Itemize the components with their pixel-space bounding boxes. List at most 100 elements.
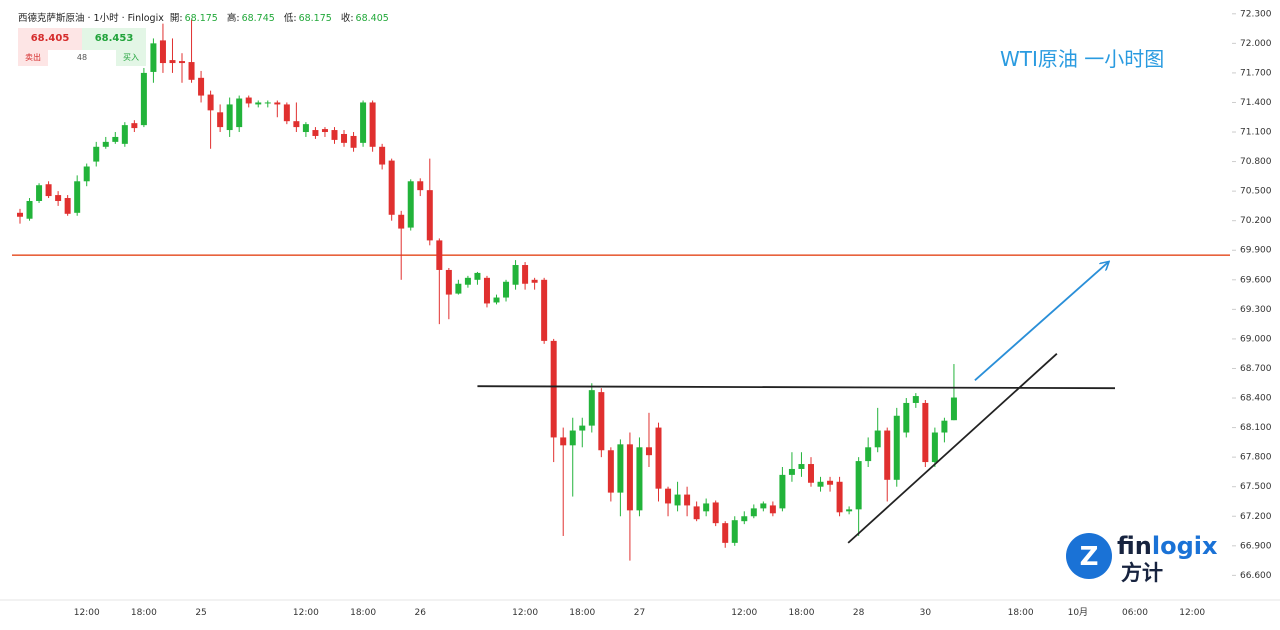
candle-body [45,184,52,197]
candle-body [150,43,157,72]
candle-body [931,432,938,463]
x-tick-label: 10月 [1068,607,1088,618]
candle-body [674,494,681,506]
buy-price[interactable]: 68.453 [82,28,146,50]
y-tick-label: 67.200 [1240,512,1272,522]
arrow [974,262,1108,381]
candle-body [321,129,328,133]
candle-body [255,102,262,105]
candle-body [226,104,233,131]
candle-body [836,481,843,513]
candle-body [417,181,424,191]
candle-body [598,392,605,451]
y-tick-label: 71.100 [1240,128,1272,138]
ohlc-label: 高: [226,13,240,24]
candle-body [807,464,814,483]
candle-body [131,123,138,129]
trend-line [847,353,1058,544]
y-tick-label: 72.300 [1240,9,1272,19]
candle-body [140,72,147,126]
candle-body [541,279,548,341]
candle-body [617,444,624,493]
sell-price[interactable]: 68.405 [18,28,82,50]
x-tick-label: 25 [195,608,206,618]
candle-body [360,102,367,143]
y-tick-label: 68.700 [1240,364,1272,374]
candle-body [550,340,557,438]
candle-body [455,283,462,294]
candle-body [626,444,633,511]
x-tick-label: 06:00 [1122,608,1148,618]
y-tick-label: 68.400 [1240,394,1272,404]
sell-button[interactable]: 卖出 [18,50,48,66]
candle-body [388,160,395,215]
candle-body [236,98,243,128]
candle-body [64,198,71,214]
candle-body [779,474,786,509]
logo-z: Z [1080,542,1099,572]
candle-body [331,130,338,140]
candle-body [741,516,748,522]
candle-body [26,200,33,219]
candle-body [169,60,176,64]
y-tick-label: 66.900 [1240,541,1272,551]
spread: 48 [48,50,116,66]
candle-body [293,121,300,128]
candle-body [512,265,519,285]
candle-body [684,494,691,506]
candle-body [722,523,729,543]
candle-body [188,62,195,80]
candle-body [55,195,62,201]
candle-body [274,102,281,105]
y-tick-label: 68.100 [1240,423,1272,433]
y-tick-label: 70.800 [1240,157,1272,167]
candle-body [36,185,43,201]
candle-body [846,509,853,512]
buy-button[interactable]: 买入 [116,50,146,66]
candle-body [588,390,595,426]
candle-body [817,481,824,487]
trade-widget: 68.405 68.453 卖出 48 买入 [18,28,146,66]
logo-cn: 方计 [1121,561,1163,585]
ohlc-label: 低: [283,13,297,24]
candle-body [750,508,757,517]
candle-body [893,415,900,480]
x-tick-label: 18:00 [788,608,814,618]
candle-body [922,402,929,463]
candle-body [112,136,119,142]
y-tick-label: 69.300 [1240,305,1272,315]
y-tick-label: 69.000 [1240,334,1272,344]
candle-body [245,97,252,104]
candle-body [74,181,81,213]
candle-body [788,468,795,475]
x-tick-label: 26 [415,608,427,618]
candle-body [483,277,490,304]
chart-title: WTI原油 一小时图 [1000,47,1164,71]
symbol: 西德克萨斯原油 · 1小时 · Finlogix [18,13,164,24]
candle-body [312,130,319,136]
candle-body [464,277,471,285]
candle-body [693,506,700,520]
x-tick-label: 27 [634,608,645,618]
ohlc-label: 收: [340,13,354,24]
candle-body [760,503,767,509]
candle-body [121,125,128,144]
candle-body [198,77,205,96]
candle-body [302,124,309,133]
candle-body [93,146,100,162]
y-tick-label: 66.600 [1240,571,1272,581]
candle-body [102,141,109,147]
candle-body [283,104,290,122]
candle-body [703,503,710,512]
candle-body [636,447,643,511]
candle-body [903,402,910,433]
candle-body [522,265,529,284]
price-row: 68.405 68.453 [18,28,146,50]
candle-body [884,430,891,480]
candle-body [474,272,481,280]
candle-body [17,212,23,217]
candle-body [350,135,357,148]
x-tick-label: 18:00 [1008,608,1034,618]
y-tick-label: 71.700 [1240,68,1272,78]
ohlc-label: 開: [169,13,183,24]
